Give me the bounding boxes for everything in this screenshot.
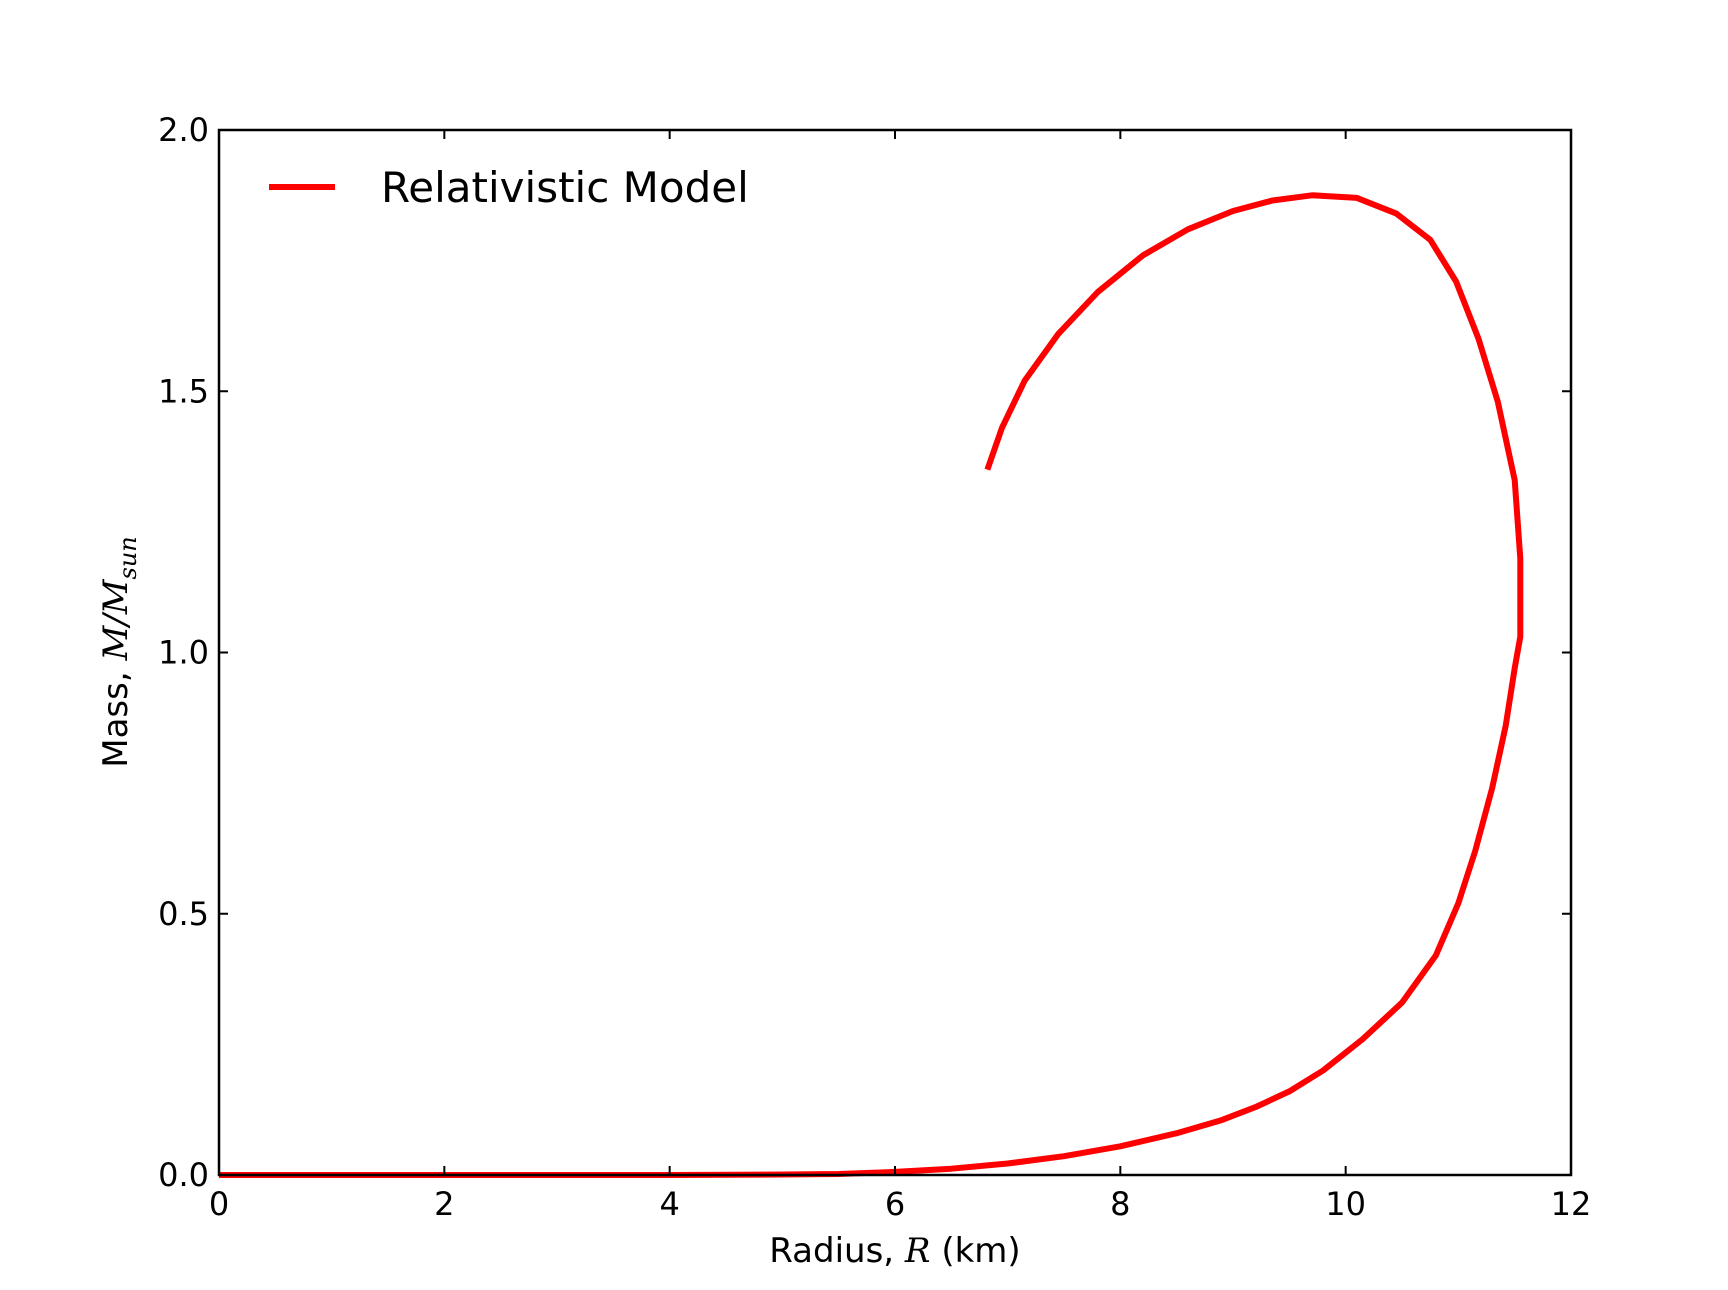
x-axis-label-math: R: [904, 1231, 931, 1271]
plot-content: [219, 192, 1524, 1178]
legend-label: Relativistic Model: [381, 163, 749, 212]
y-axis-label-prefix: Mass,: [96, 661, 136, 768]
x-axis-label: Radius, R (km): [769, 1231, 1020, 1271]
y-tick-label: 0.5: [158, 895, 209, 933]
y-axis-label: Mass, M/Msun: [96, 536, 142, 768]
plot-area: [219, 130, 1571, 1175]
x-tick-label: 10: [1325, 1185, 1366, 1223]
legend: Relativistic Model: [269, 163, 749, 212]
x-tick-label: 6: [885, 1185, 905, 1223]
y-tick-label: 1.5: [158, 372, 209, 410]
x-tick-label: 8: [1110, 1185, 1130, 1223]
y-axis-label-math-sub: sun: [114, 536, 142, 579]
x-tick-label: 4: [659, 1185, 679, 1223]
series-line-relativistic-model: [219, 192, 1524, 1178]
x-axis-label-suffix: (km): [931, 1231, 1021, 1271]
x-tick-label: 12: [1551, 1185, 1592, 1223]
y-axis-label-math: M/M: [96, 578, 136, 661]
x-axis-ticks: 0 2 4 6 8 10 12: [209, 130, 1592, 1223]
x-tick-label: 0: [209, 1185, 229, 1223]
y-tick-label: 1.0: [158, 634, 209, 672]
x-axis-label-prefix: Radius,: [769, 1231, 905, 1271]
y-tick-label: 0.0: [158, 1156, 209, 1194]
y-tick-label: 2.0: [158, 111, 209, 149]
y-axis-ticks: 0.0 0.5 1.0 1.5 2.0: [158, 111, 1571, 1194]
x-tick-label: 2: [434, 1185, 454, 1223]
